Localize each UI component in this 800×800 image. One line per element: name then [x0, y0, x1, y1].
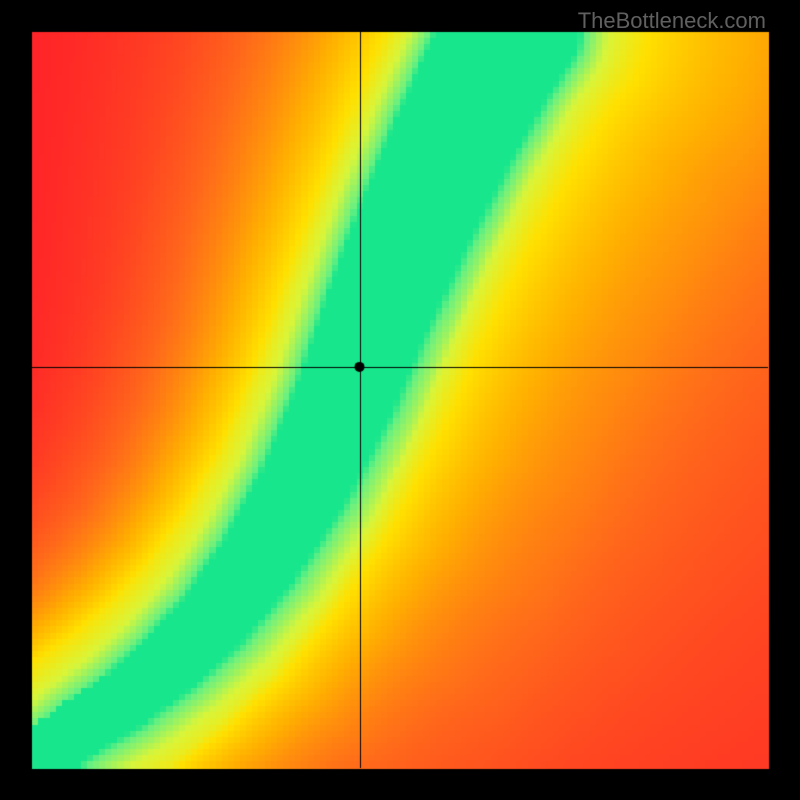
watermark-text: TheBottleneck.com: [578, 8, 766, 34]
chart-container: TheBottleneck.com: [0, 0, 800, 800]
bottleneck-heatmap: [0, 0, 800, 800]
